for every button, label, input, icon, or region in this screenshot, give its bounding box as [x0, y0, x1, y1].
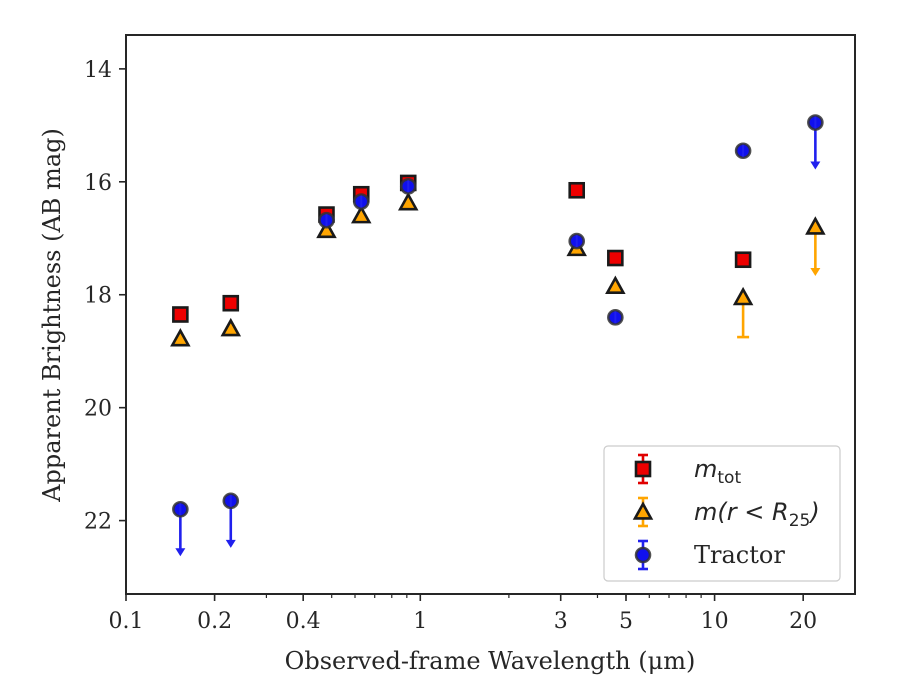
data-point	[568, 181, 586, 199]
data-point	[732, 286, 754, 306]
legend-marker	[632, 501, 654, 520]
data-point	[734, 251, 752, 269]
data-point	[397, 191, 419, 211]
upper-limit-head	[810, 161, 821, 170]
legend-label: Tractor	[694, 541, 785, 569]
y-tick-label: 20	[84, 397, 112, 422]
data-point	[222, 294, 240, 312]
data-point	[350, 204, 372, 224]
legend-marker	[634, 546, 652, 564]
series-3	[172, 114, 824, 557]
legend-marker	[634, 460, 652, 478]
data-point	[316, 219, 337, 239]
legend-entry: Tractor	[634, 539, 785, 571]
x-tick-label: 0.4	[286, 609, 321, 634]
legend-entry: mtot	[634, 453, 741, 488]
legend-box	[603, 445, 841, 582]
legend-label: m(r < R25)	[694, 498, 820, 531]
y-tick-label: 18	[84, 284, 112, 309]
x-axis-title: Observed-frame Wavelength (μm)	[285, 647, 696, 675]
upper-limit-head	[810, 267, 821, 276]
legend-label: mtot	[694, 455, 741, 488]
upper-limit-head	[225, 539, 236, 548]
data-point	[805, 216, 826, 235]
plot-frame	[125, 34, 856, 595]
y-tick-label: 16	[84, 171, 112, 196]
x-axis: 0.1 0.2 0.4 1 3 5 10 20	[109, 594, 817, 634]
x-tick-label: 5	[619, 609, 633, 634]
legend-entry: m(r < R25)	[632, 496, 820, 531]
x-tick-label: 1	[413, 609, 427, 634]
legend: mtot m(r < R25) Tractor	[603, 445, 841, 582]
data-point	[172, 306, 189, 323]
data-point	[605, 275, 626, 295]
data-point	[170, 328, 191, 347]
data-point	[607, 249, 624, 267]
x-tick-label: 10	[701, 609, 729, 634]
y-axis: 14 16 18 20 22	[84, 58, 126, 535]
x-tick-label: 3	[554, 609, 568, 634]
x-tick-label: 20	[789, 609, 817, 634]
data-marks	[170, 114, 826, 557]
x-tick-label: 0.2	[197, 609, 232, 634]
y-axis-title: Apparent Brightness (AB mag)	[38, 128, 66, 503]
y-tick-label: 14	[84, 58, 112, 83]
data-point	[220, 317, 242, 337]
y-tick-label: 22	[84, 510, 112, 535]
x-tick-label: 0.1	[109, 609, 144, 634]
upper-limit-head	[175, 548, 186, 557]
